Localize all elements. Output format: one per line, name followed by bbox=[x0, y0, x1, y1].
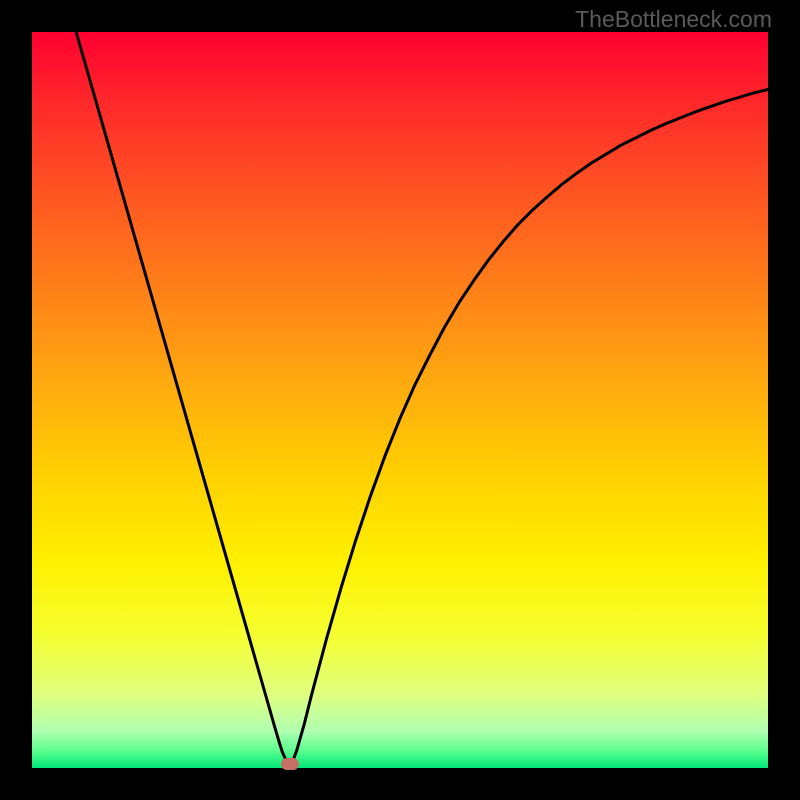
plot-area bbox=[32, 32, 768, 768]
minimum-marker bbox=[281, 758, 299, 770]
curve-layer bbox=[32, 32, 768, 768]
chart-container: TheBottleneck.com bbox=[0, 0, 800, 800]
watermark-text: TheBottleneck.com bbox=[575, 6, 772, 33]
